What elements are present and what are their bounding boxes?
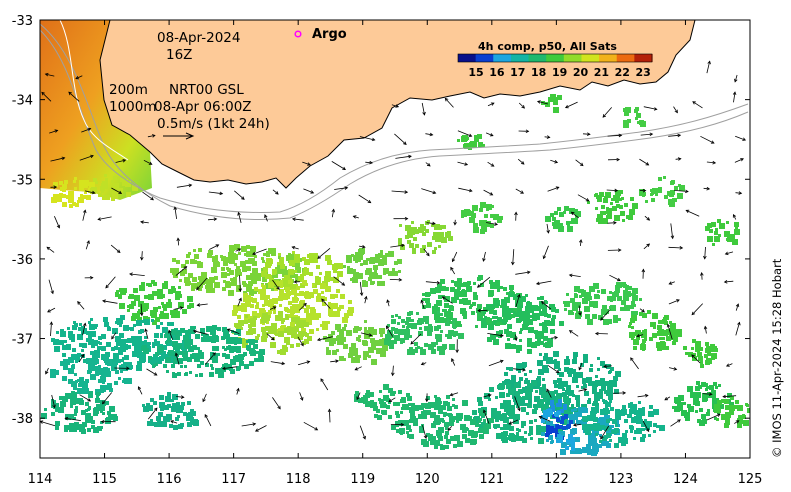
x-tick-label: 125 — [738, 472, 763, 487]
argo-label: Argo — [312, 27, 347, 42]
x-tick-label: 117 — [221, 472, 246, 487]
y-tick-label: -38 — [12, 412, 33, 427]
legend-tick-label: 15 — [468, 66, 483, 79]
legend-color-swatch — [458, 54, 477, 62]
x-tick-label: 122 — [544, 472, 569, 487]
x-tick-label: 114 — [28, 472, 53, 487]
x-tick-label: 119 — [350, 472, 375, 487]
legend-title: 4h comp, p50, All Sats — [478, 40, 617, 53]
contour-1000m — [40, 23, 749, 220]
y-tick-label: -34 — [12, 94, 33, 109]
sst-legend: 4h comp, p50, All Sats 15 16 17 18 19 20 21 22 2… — [457, 40, 653, 79]
legend-bar-outline — [457, 53, 653, 63]
date-label: 08-Apr-2024 — [157, 30, 240, 46]
legend-tick-label: 18 — [531, 66, 546, 79]
legend-color-swatch — [475, 54, 494, 62]
credit-text: © IMOS 11-Apr-2024 15:28 Hobart — [770, 258, 784, 458]
y-tick-label: -37 — [12, 333, 33, 348]
y-tick-label: -35 — [12, 173, 33, 188]
current-source-label: NRT00 GSL — [169, 82, 244, 98]
x-tick-label: 123 — [608, 472, 633, 487]
legend-tick-label: 23 — [636, 66, 651, 79]
x-tick-label: 121 — [479, 472, 504, 487]
y-tick-label: -36 — [12, 253, 33, 268]
legend-color-swatch — [546, 54, 565, 62]
contour-west-inner — [59, 20, 129, 161]
x-tick-label: 115 — [92, 472, 117, 487]
time-label: 16Z — [166, 47, 192, 63]
scale-label: 0.5m/s (1kt 24h) — [157, 116, 270, 132]
x-tick-label: 118 — [286, 472, 311, 487]
legend-color-swatch — [581, 54, 600, 62]
legend-color-swatch — [563, 54, 583, 62]
legend-tick-label: 21 — [594, 66, 609, 79]
plot-frame — [39, 19, 751, 459]
current-vectors — [40, 60, 747, 440]
legend-tick-labels: 15 16 17 18 19 20 21 22 23 — [468, 66, 651, 79]
y-tick-label: -33 — [12, 14, 33, 29]
x-tick-label: 124 — [673, 472, 698, 487]
legend-color-swatch — [634, 54, 653, 62]
legend-color-swatch — [616, 54, 635, 62]
depth-1000-label: 1000m — [109, 99, 157, 115]
sst-pixels — [41, 94, 750, 456]
depth-200-label: 200m — [109, 82, 148, 98]
scale-arrow — [163, 132, 195, 140]
legend-tick-label: 19 — [552, 66, 567, 79]
argo-marker — [294, 30, 302, 38]
x-tick-label: 120 — [415, 472, 440, 487]
legend-color-swatch — [510, 54, 530, 62]
legend-color-swatch — [599, 54, 618, 62]
legend-colorbar — [457, 53, 653, 63]
legend-tick-label: 20 — [573, 66, 589, 79]
legend-tick-label: 17 — [510, 66, 525, 79]
legend-tick-label: 22 — [615, 66, 630, 79]
current-time-label: 08-Apr 06:00Z — [154, 99, 252, 115]
legend-color-swatch — [493, 54, 512, 62]
legend-tick-label: 16 — [489, 66, 505, 79]
legend-color-swatch — [528, 54, 547, 62]
x-tick-label: 116 — [157, 472, 182, 487]
x-axis: 114 115 116 117 118 119 120 121 122 123 124 125 — [28, 20, 763, 487]
warm-sst-patch — [40, 20, 152, 200]
y-axis: -33 -34 -35 -36 -37 -38 — [12, 14, 750, 427]
